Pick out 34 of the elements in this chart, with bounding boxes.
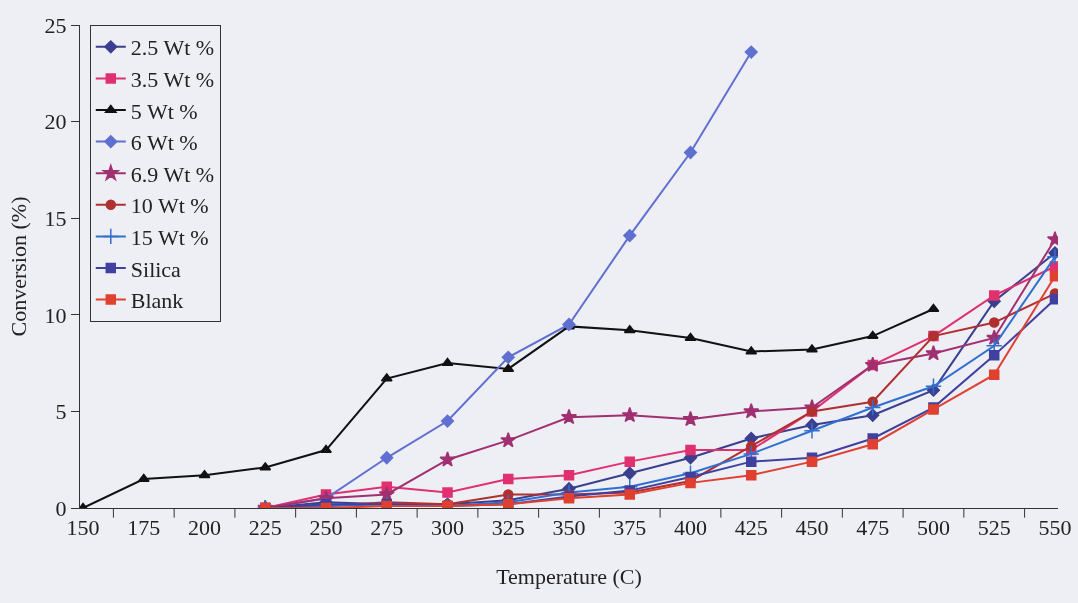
- x-tick-label: 225: [248, 515, 282, 541]
- legend-label: 5 Wt %: [130, 98, 198, 124]
- x-tick-label: 500: [916, 515, 950, 541]
- legend-label: 6.9 Wt %: [130, 161, 215, 187]
- x-tick-label: 350: [552, 515, 586, 541]
- x-tick-label: 400: [673, 515, 707, 541]
- x-tick-label: 200: [188, 515, 222, 541]
- x-tick-label: 475: [856, 515, 890, 541]
- legend-label: Blank: [130, 288, 184, 314]
- x-tick-label: 550: [1038, 515, 1072, 541]
- x-tick-label: 250: [309, 515, 343, 541]
- x-tick-label: 450: [795, 515, 829, 541]
- x-tick-label: 325: [491, 515, 525, 541]
- x-axis-title: Temperature (C): [496, 564, 642, 589]
- y-tick-label: 0: [55, 495, 67, 521]
- x-tick-label: 275: [370, 515, 404, 541]
- legend-label: 3.5 Wt %: [130, 66, 215, 92]
- y-tick-label: 5: [55, 399, 67, 425]
- x-tick-label: 175: [127, 515, 161, 541]
- x-tick-label: 300: [431, 515, 465, 541]
- y-axis-title: Conversion (%): [6, 196, 31, 337]
- x-tick-label: 375: [613, 515, 647, 541]
- x-tick-label: 150: [66, 515, 100, 541]
- legend-label: 10 Wt %: [130, 193, 209, 219]
- x-tick-label: 425: [734, 515, 768, 541]
- legend-label: 6 Wt %: [130, 130, 198, 156]
- y-tick-label: 25: [44, 12, 67, 38]
- y-tick-label: 20: [44, 109, 67, 135]
- y-tick-label: 10: [44, 302, 67, 328]
- x-tick-label: 525: [977, 515, 1011, 541]
- legend-label: 15 Wt %: [130, 224, 209, 250]
- legend-label: Silica: [130, 256, 182, 282]
- y-tick-label: 15: [44, 205, 67, 231]
- legend-label: 2.5 Wt %: [130, 35, 215, 61]
